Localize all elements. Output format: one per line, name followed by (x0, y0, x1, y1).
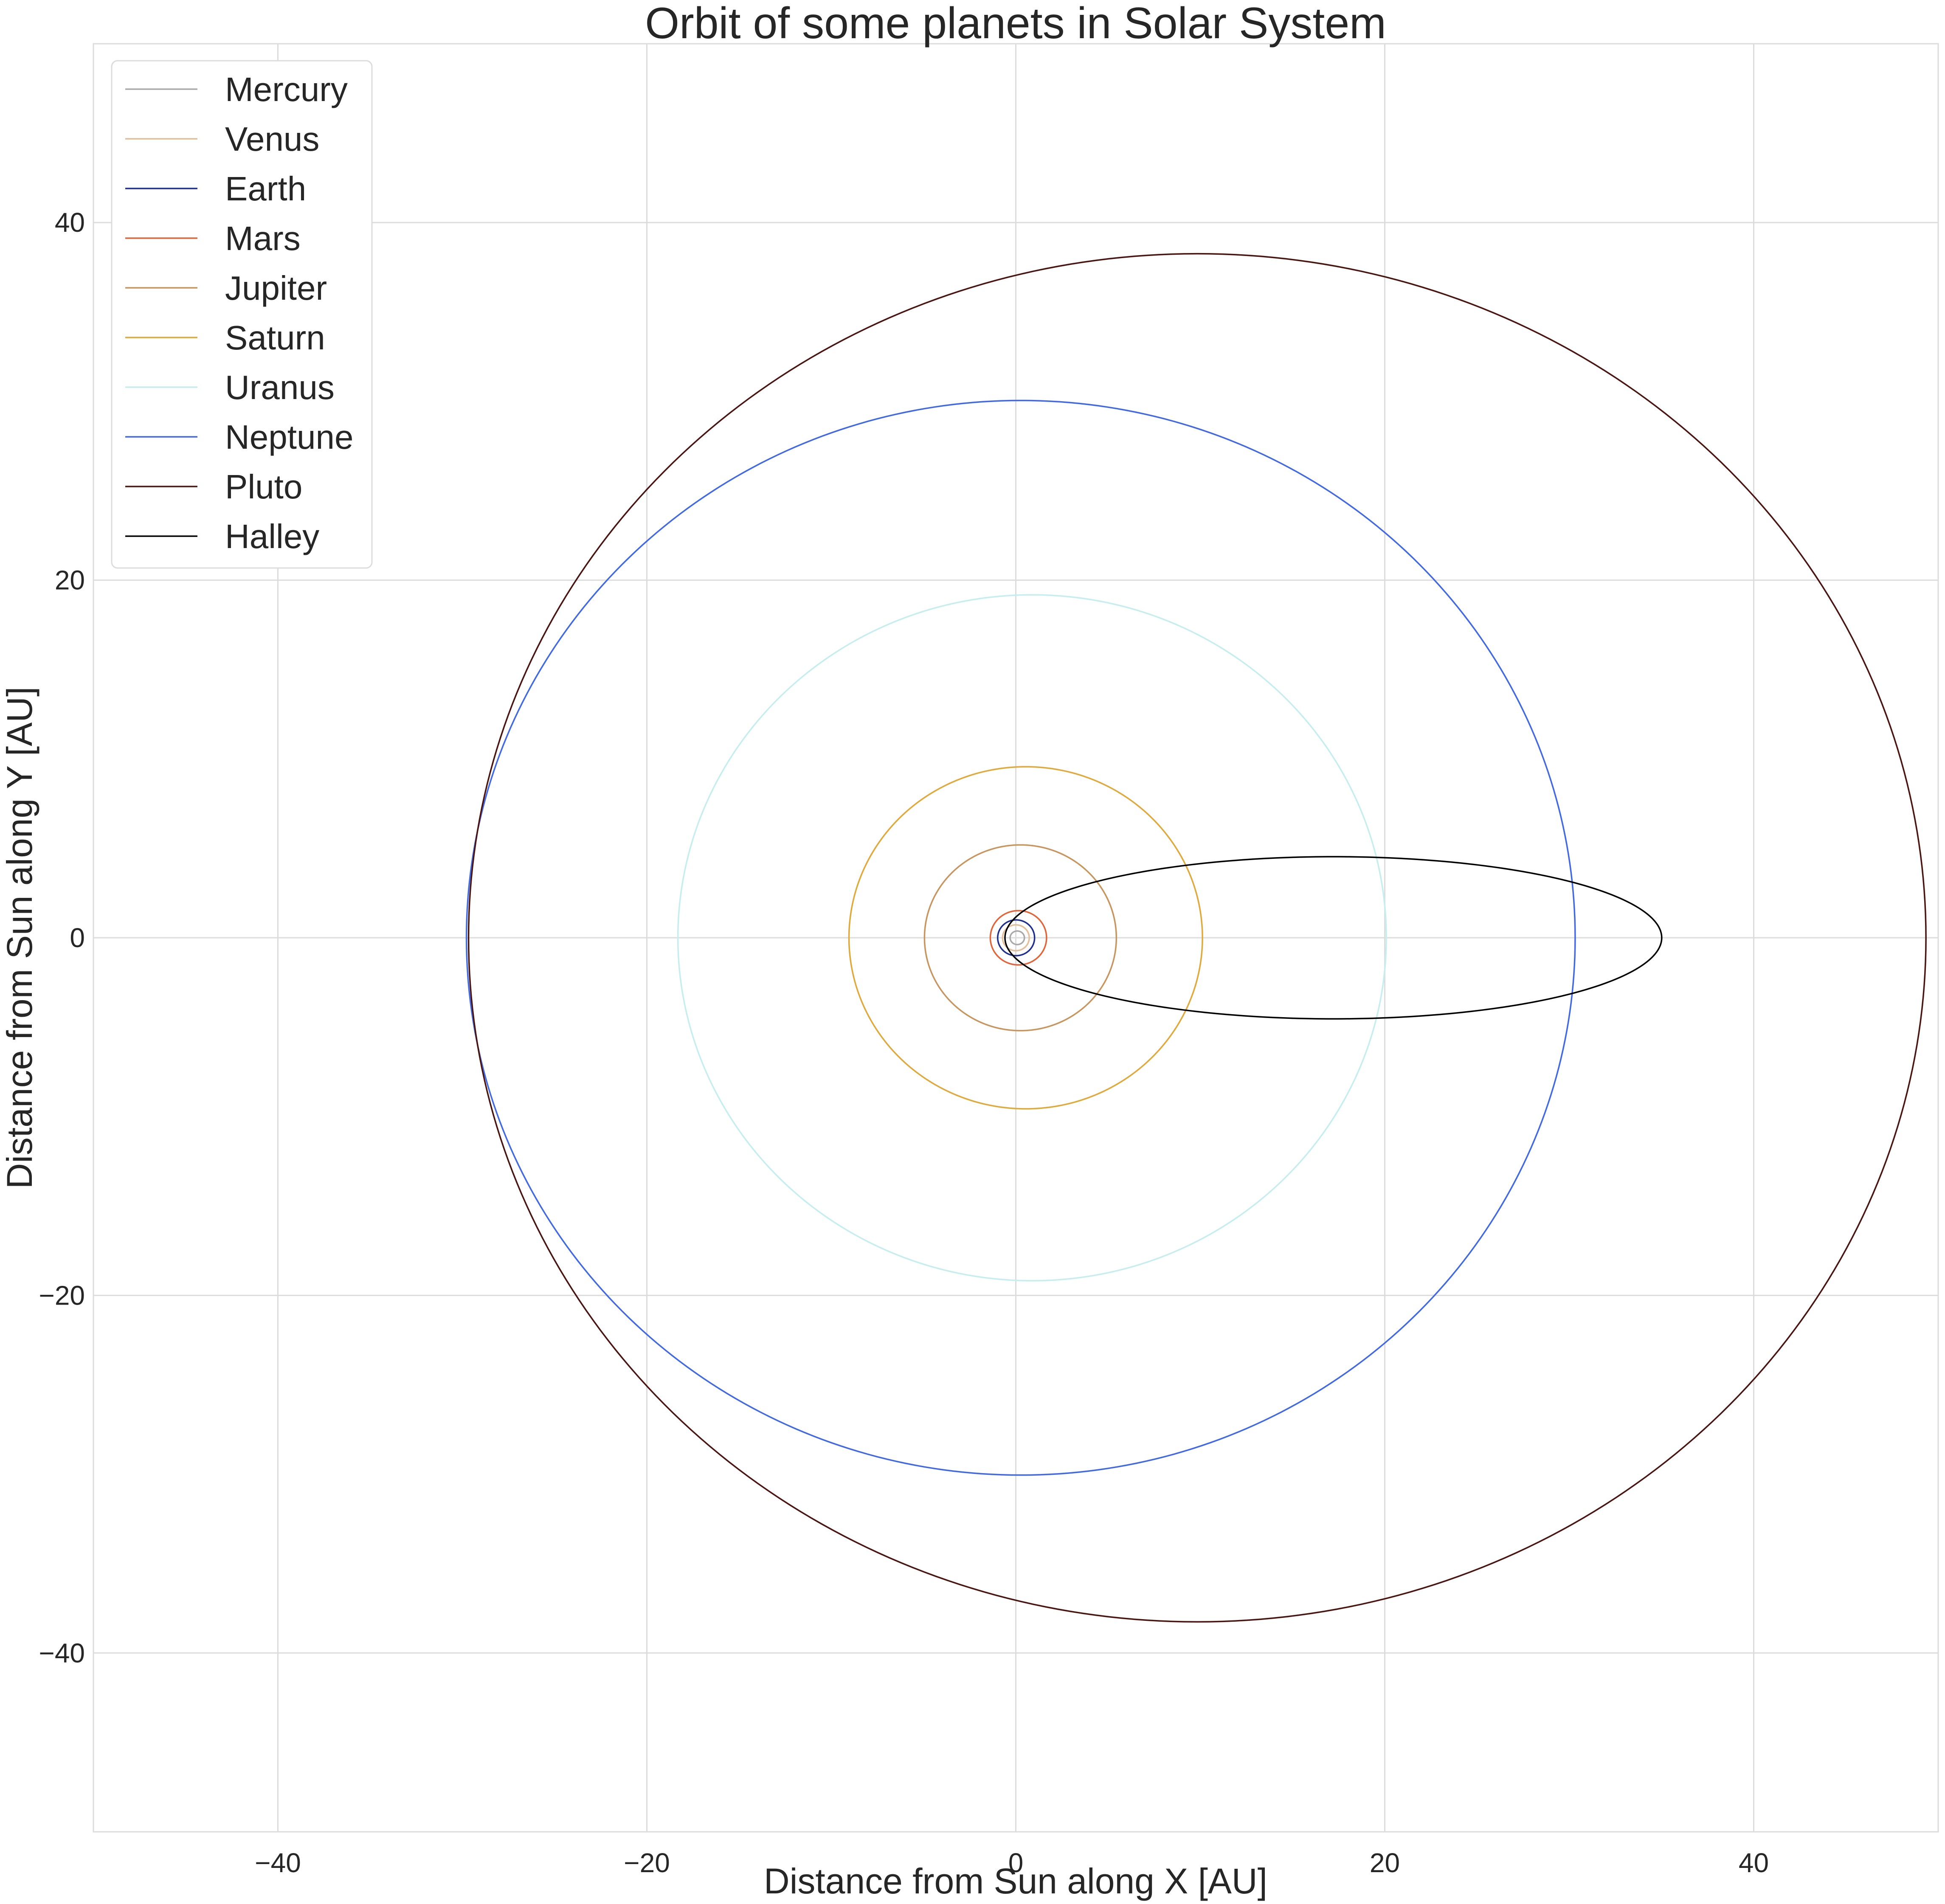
orbit-earth (997, 919, 1036, 956)
legend-label-saturn: Saturn (225, 319, 325, 357)
y-axis-label: Distance from Sun along Y [AU] (0, 687, 39, 1189)
orbit-series (465, 253, 1927, 1623)
legend: Mercury Venus Earth Mars Jupiter Saturn Uranus… (111, 60, 373, 569)
legend-label-neptune: Neptune (225, 418, 353, 456)
legend-label-earth: Earth (225, 170, 306, 208)
grid (93, 44, 1938, 1832)
legend-label-mercury: Mercury (225, 70, 348, 108)
x-tick-label: 0 (1008, 1848, 1024, 1878)
orbit-neptune (465, 399, 1576, 1476)
x-tick-label: 20 (1370, 1848, 1400, 1878)
legend-label-jupiter: Jupiter (225, 269, 327, 307)
legend-label-venus: Venus (225, 120, 319, 158)
x-axis-label: Distance from Sun along X [AU] (764, 1861, 1267, 1901)
orbit-pluto (467, 253, 1927, 1623)
y-tick-label: −40 (39, 1638, 85, 1668)
x-tick-label: −40 (255, 1848, 301, 1878)
orbit-saturn (848, 766, 1203, 1110)
y-tick-label: 40 (55, 207, 85, 238)
x-tick-label: 40 (1739, 1848, 1769, 1878)
orbit-uranus (677, 594, 1387, 1282)
y-tick-label: 0 (70, 922, 85, 953)
legend-label-uranus: Uranus (225, 368, 335, 406)
orbit-mars (989, 910, 1047, 966)
legend-frame (111, 60, 373, 569)
plot-frame (93, 43, 1939, 1833)
chart-title: Orbit of some planets in Solar System (645, 0, 1386, 48)
legend-label-halley: Halley (225, 517, 319, 555)
legend-label-mars: Mars (225, 219, 301, 257)
orbit-jupiter (923, 844, 1117, 1032)
orbit-halley (1004, 856, 1663, 1020)
tick-labels: −40 −20 0 20 40 −40 −20 0 20 40 (39, 207, 1769, 1878)
orbit-mercury (1009, 930, 1025, 945)
x-tick-label: −20 (624, 1848, 670, 1878)
legend-label-pluto: Pluto (225, 468, 302, 506)
orbit-venus (1002, 924, 1030, 952)
y-tick-label: 20 (55, 565, 85, 596)
y-tick-label: −20 (39, 1280, 85, 1311)
